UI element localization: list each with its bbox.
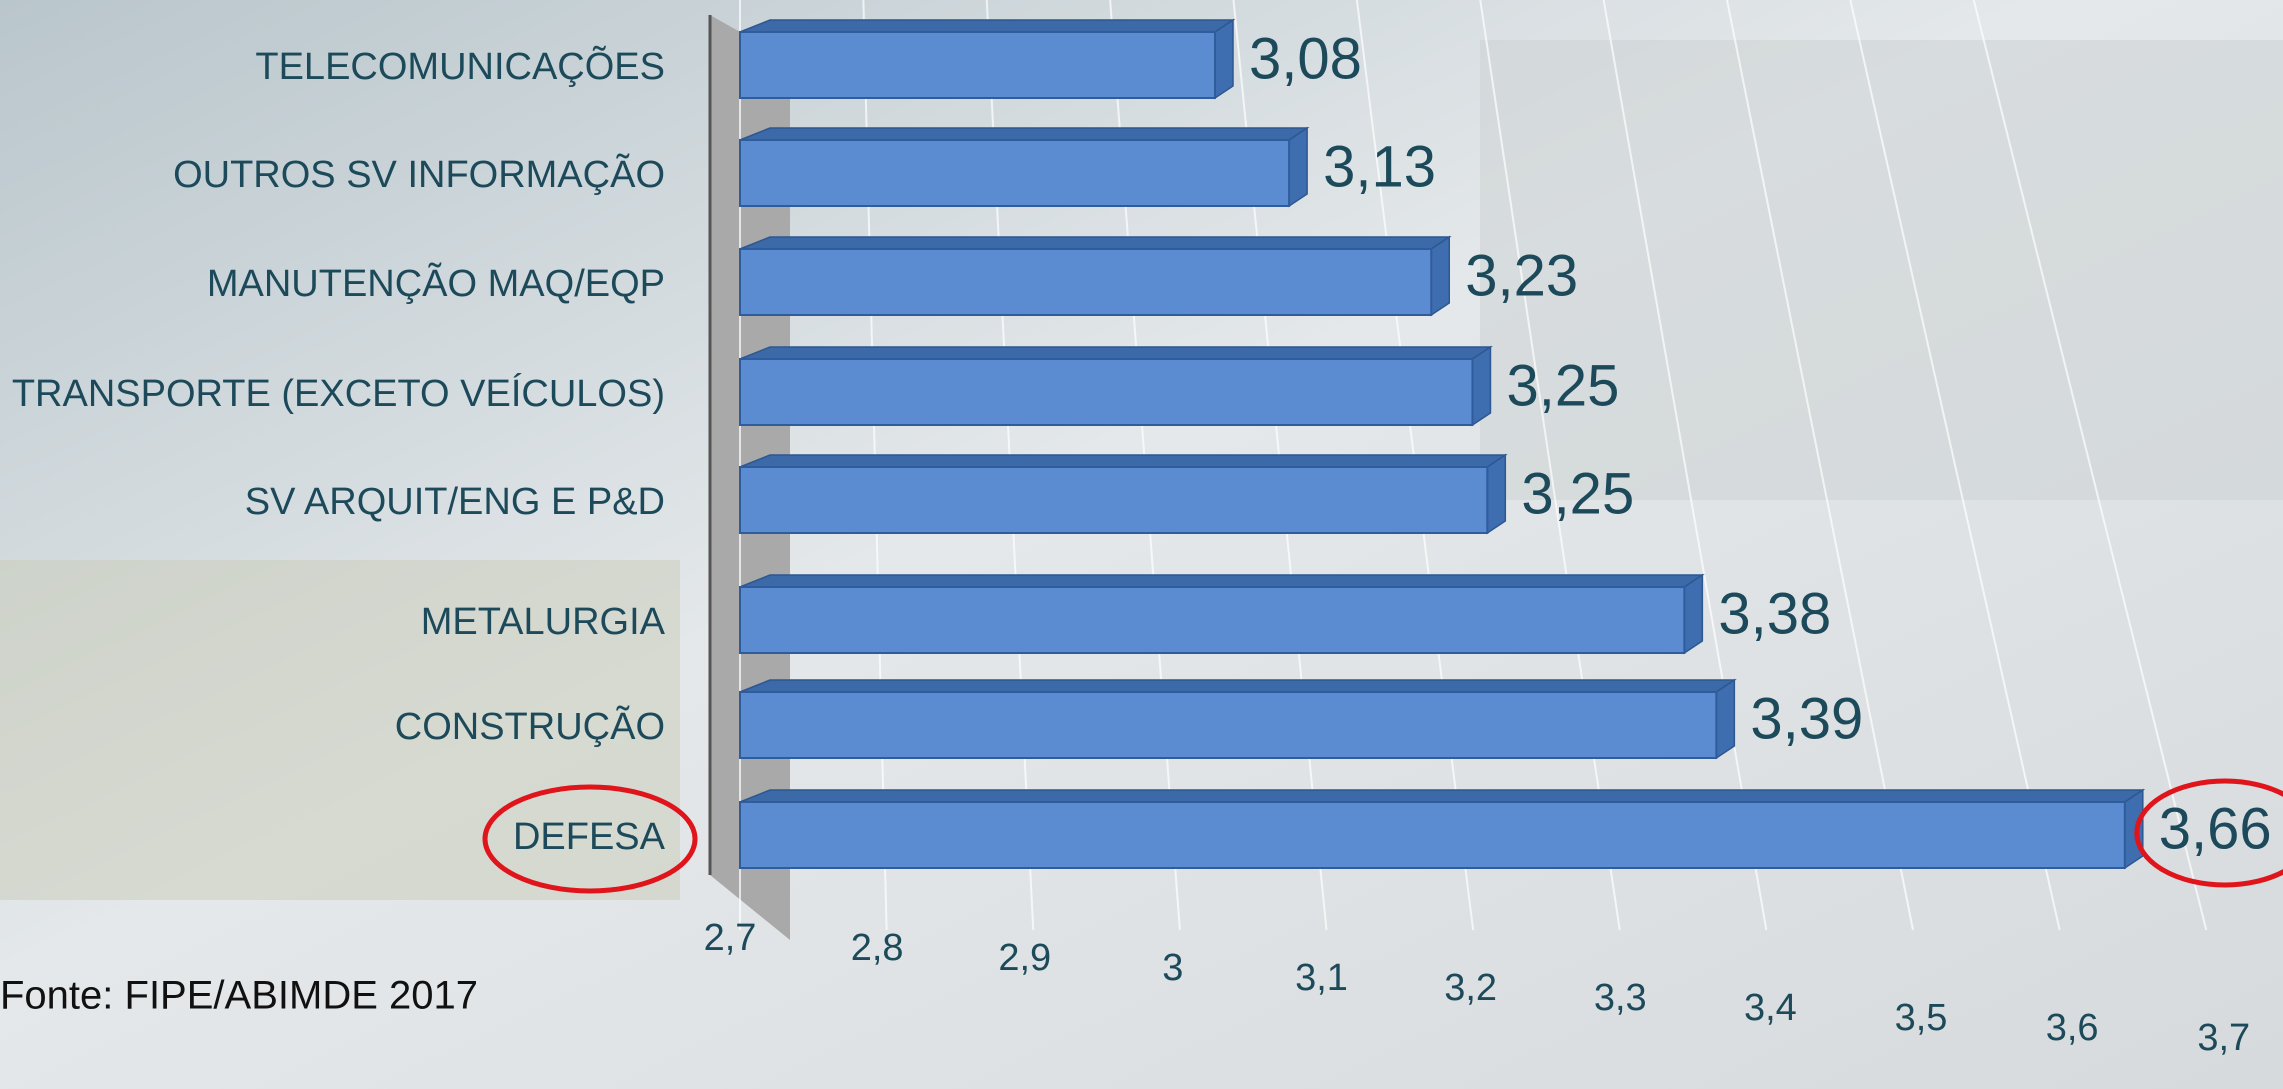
bar-side bbox=[1215, 20, 1233, 98]
bar bbox=[740, 140, 1289, 206]
value-label: 3,25 bbox=[1521, 461, 1634, 526]
category-label: CONSTRUÇÃO bbox=[395, 705, 665, 748]
x-tick-label: 3,7 bbox=[2197, 1017, 2250, 1059]
bar-side bbox=[1289, 128, 1307, 206]
x-tick-label: 2,9 bbox=[998, 937, 1051, 979]
x-tick-label: 3,4 bbox=[1744, 987, 1797, 1029]
bar bbox=[740, 249, 1431, 315]
value-label: 3,25 bbox=[1506, 353, 1619, 418]
bar-top bbox=[740, 575, 1702, 587]
value-label: 3,39 bbox=[1750, 686, 1863, 751]
x-tick-label: 3,5 bbox=[1895, 997, 1948, 1039]
bar bbox=[740, 467, 1487, 533]
bar bbox=[740, 359, 1472, 425]
bar-top bbox=[740, 128, 1307, 140]
value-label: 3,38 bbox=[1718, 581, 1831, 646]
category-label: OUTROS SV INFORMAÇÃO bbox=[173, 153, 665, 196]
bar-side bbox=[1431, 237, 1449, 315]
value-label: 3,08 bbox=[1249, 26, 1362, 91]
chart: Fonte: FIPE/ABIMDE 2017 2,7 2,8 2,9 3 3,1 3,2… bbox=[0, 0, 2283, 1089]
bar-top bbox=[740, 680, 1734, 692]
x-tick-label: 3,6 bbox=[2046, 1007, 2099, 1049]
category-label: MANUTENÇÃO MAQ/EQP bbox=[207, 262, 665, 305]
bar-side bbox=[1487, 455, 1505, 533]
bar-side bbox=[1716, 680, 1734, 758]
bar-top bbox=[740, 237, 1449, 249]
bar-top bbox=[740, 20, 1233, 32]
x-tick-label: 2,7 bbox=[704, 917, 757, 959]
category-label: TELECOMUNICAÇÕES bbox=[255, 44, 665, 88]
bar-top bbox=[740, 347, 1490, 359]
bar bbox=[740, 802, 2125, 868]
x-tick-label: 3 bbox=[1162, 947, 1183, 989]
bar bbox=[740, 587, 1684, 653]
x-tick-label: 3,1 bbox=[1295, 957, 1348, 999]
value-label: 3,23 bbox=[1465, 243, 1578, 308]
bar-side bbox=[1472, 347, 1490, 425]
background-shape bbox=[1480, 40, 2283, 500]
bar bbox=[740, 32, 1215, 98]
bar-side bbox=[1684, 575, 1702, 653]
category-label: SV ARQUIT/ENG E P&D bbox=[245, 481, 665, 523]
category-label: DEFESA bbox=[513, 816, 666, 858]
bar-top bbox=[740, 455, 1505, 467]
x-tick-label: 3,3 bbox=[1594, 977, 1647, 1019]
bar bbox=[740, 692, 1716, 758]
x-tick-label: 3,2 bbox=[1444, 967, 1497, 1009]
bar-top bbox=[740, 790, 2143, 802]
x-tick-label: 2,8 bbox=[851, 927, 904, 969]
source-note: Fonte: FIPE/ABIMDE 2017 bbox=[0, 974, 478, 1018]
category-label: METALURGIA bbox=[421, 601, 666, 643]
category-label: TRANSPORTE (EXCETO VEÍCULOS) bbox=[12, 372, 665, 415]
bar-side bbox=[2125, 790, 2143, 868]
value-label: 3,66 bbox=[2159, 796, 2272, 861]
value-label: 3,13 bbox=[1323, 134, 1436, 199]
